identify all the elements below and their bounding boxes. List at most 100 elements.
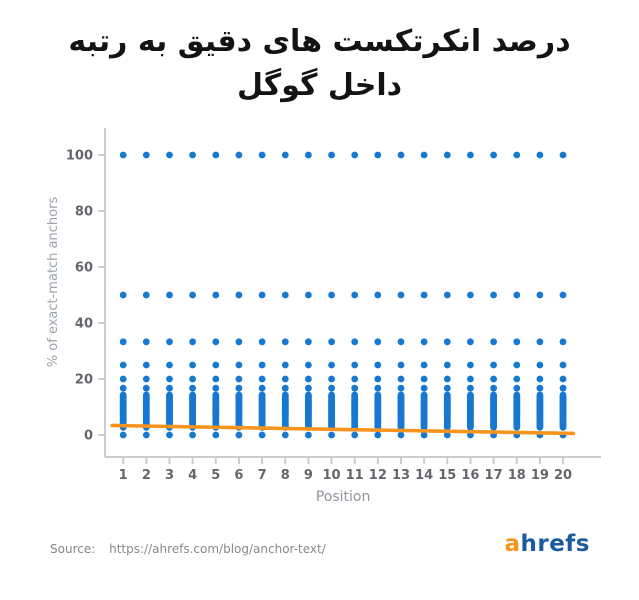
- source-line: Source: https://ahrefs.com/blog/anchor-t…: [50, 542, 326, 556]
- y-axis-title: % of exact-match anchors: [46, 197, 61, 368]
- data-point: [305, 361, 312, 369]
- data-point: [119, 151, 127, 159]
- data-point: [443, 361, 451, 369]
- data-point: [328, 375, 335, 383]
- data-point: [328, 291, 335, 299]
- data-point: [513, 375, 521, 383]
- data-point: [351, 361, 359, 369]
- x-tick-label: 20: [554, 468, 572, 483]
- data-point: [305, 375, 312, 383]
- data-point: [166, 361, 173, 369]
- data-point: [328, 431, 335, 439]
- data-point: [420, 375, 428, 383]
- data-point: [443, 291, 451, 299]
- data-point: [119, 384, 127, 392]
- data-point: [281, 384, 289, 392]
- data-point: [397, 384, 405, 392]
- data-point: [536, 384, 544, 392]
- data-point: [235, 361, 243, 369]
- x-tick-label: 16: [461, 468, 479, 483]
- data-point: [235, 291, 243, 299]
- x-tick-label: 19: [531, 468, 549, 483]
- data-point: [281, 338, 289, 346]
- x-tick-label: 3: [165, 468, 174, 483]
- data-point: [490, 384, 497, 392]
- data-point: [119, 431, 127, 439]
- data-point: [166, 431, 173, 439]
- data-point: [166, 291, 173, 299]
- data-point: [397, 151, 405, 159]
- data-point: [420, 423, 428, 431]
- data-point: [490, 423, 497, 431]
- x-tick-label: 18: [508, 468, 526, 483]
- chart-title: درصد انکرتکست های دقیق به رتبه داخل گوگل: [0, 20, 639, 107]
- data-point: [328, 151, 335, 159]
- data-point: [258, 361, 266, 369]
- data-point: [536, 361, 544, 369]
- data-point: [374, 291, 382, 299]
- x-tick-label: 5: [211, 468, 220, 483]
- data-point: [119, 375, 127, 383]
- data-point: [536, 151, 544, 159]
- data-point: [536, 338, 544, 346]
- source-label: Source:: [50, 542, 96, 556]
- data-point: [189, 338, 197, 346]
- x-tick-label: 8: [281, 468, 290, 483]
- data-point: [536, 375, 544, 383]
- data-point: [443, 384, 451, 392]
- data-point: [281, 375, 289, 383]
- data-point: [189, 361, 197, 369]
- data-point: [559, 423, 567, 431]
- y-tick-label: 0: [84, 429, 93, 444]
- x-tick-label: 6: [234, 468, 243, 483]
- data-point: [420, 431, 428, 439]
- data-point: [467, 151, 474, 159]
- data-point: [189, 151, 197, 159]
- data-point: [559, 361, 567, 369]
- data-point: [490, 338, 497, 346]
- data-point: [351, 375, 359, 383]
- data-point: [166, 151, 173, 159]
- data-point: [467, 423, 474, 431]
- data-point: [305, 431, 312, 439]
- data-point: [351, 384, 359, 392]
- data-point: [351, 338, 359, 346]
- data-point: [142, 291, 150, 299]
- data-point: [235, 338, 243, 346]
- data-point: [397, 375, 405, 383]
- source-url[interactable]: https://ahrefs.com/blog/anchor-text/: [109, 542, 326, 556]
- scatter-dots: [119, 151, 567, 439]
- data-point: [467, 361, 474, 369]
- data-point: [305, 151, 312, 159]
- ahrefs-logo-hrefs: hrefs: [520, 531, 590, 557]
- data-point: [305, 338, 312, 346]
- y-tick-label: 100: [66, 149, 93, 164]
- x-tick-label: 1: [119, 468, 128, 483]
- data-point: [281, 291, 289, 299]
- data-point: [490, 291, 497, 299]
- data-point: [397, 431, 405, 439]
- data-point: [142, 361, 150, 369]
- data-point: [189, 431, 197, 439]
- data-point: [166, 375, 173, 383]
- data-point: [235, 151, 243, 159]
- data-point: [559, 151, 567, 159]
- data-point: [397, 361, 405, 369]
- data-point: [142, 431, 150, 439]
- data-point: [119, 291, 127, 299]
- data-point: [212, 338, 220, 346]
- chart-title-line1: درصد انکرتکست های دقیق به رتبه: [68, 24, 571, 59]
- x-tick-label: 10: [323, 468, 341, 483]
- data-point: [397, 291, 405, 299]
- x-tick-label: 2: [142, 468, 151, 483]
- data-point: [212, 431, 220, 439]
- data-point: [119, 338, 127, 346]
- data-point: [559, 375, 567, 383]
- data-point: [258, 375, 266, 383]
- data-point: [258, 291, 266, 299]
- data-point: [212, 384, 220, 392]
- data-point: [189, 375, 197, 383]
- x-tick-label: 13: [392, 468, 410, 483]
- x-tick-label: 12: [369, 468, 387, 483]
- data-point: [443, 423, 451, 431]
